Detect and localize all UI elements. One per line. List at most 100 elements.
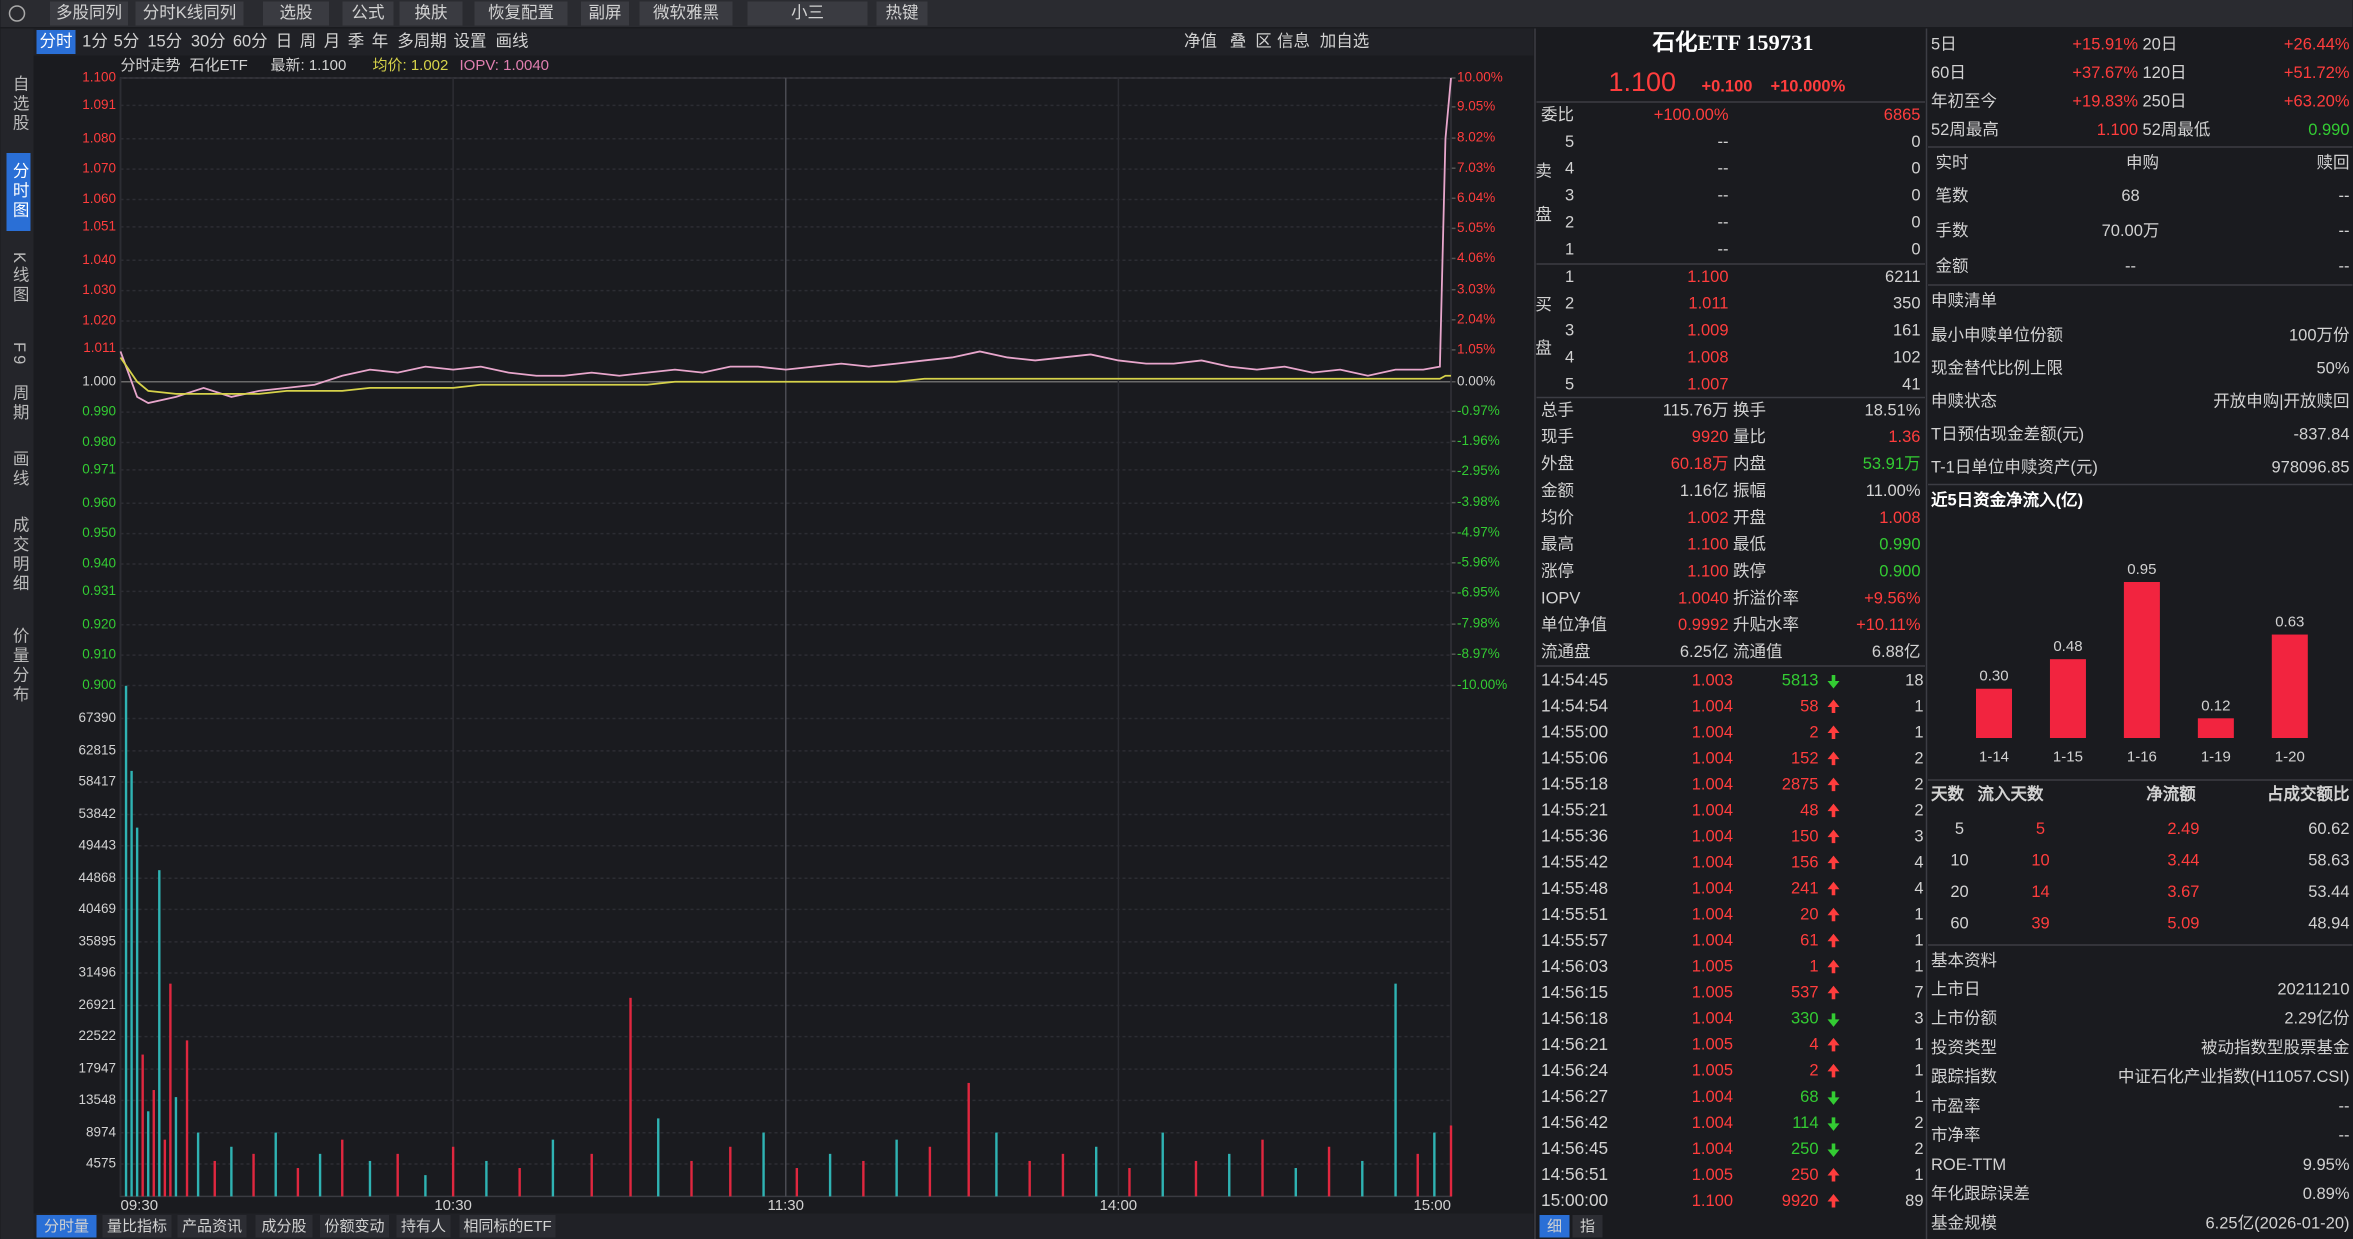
detail-tab[interactable]: 细 [1547,1218,1562,1235]
section-title: 申赎清单 [1931,291,1997,310]
volume-bar [1061,1153,1065,1197]
y-tick-label: 0.980 [82,434,116,449]
side-tab[interactable]: K线图 [10,252,29,305]
toolbar-button[interactable] [135,1,244,26]
toolbar-label[interactable]: 微软雅黑 [653,3,719,22]
toolbar-button[interactable] [399,1,463,26]
period-tab[interactable]: 15分 [147,31,182,50]
toolbar-label[interactable]: 热键 [886,3,919,22]
bottom-tab-bg[interactable] [177,1215,247,1238]
toolbar-label[interactable]: 恢复配置 [488,3,554,22]
toolbar-button[interactable] [342,1,394,26]
bottom-tab-bg[interactable] [36,1215,97,1238]
period-bar-bg [33,28,1534,56]
volume-bar [895,1139,898,1197]
bottom-tab-bg[interactable] [102,1215,172,1238]
return-value: +51.72% [2284,64,2350,82]
level-price: -- [1718,187,1729,205]
detail-tab-bg[interactable] [1572,1215,1603,1238]
chart-tool[interactable]: 区 [1255,32,1272,50]
toolbar-button[interactable] [263,1,329,26]
stat-value: 0.9992 [1678,616,1728,634]
period-tab[interactable]: 60分 [233,31,268,50]
period-tab[interactable]: 1分 [82,31,108,50]
level-price: -- [1718,240,1729,258]
toolbar-button[interactable] [747,1,868,26]
side-tab[interactable]: 成交明细 [10,516,29,594]
period-tab[interactable]: 5分 [114,31,140,50]
toolbar-label[interactable]: 小三 [791,3,824,22]
bottom-tab[interactable]: 成分股 [261,1218,306,1235]
y2-tick-label: 10.00% [1457,70,1503,85]
toolbar-label[interactable]: 公式 [352,3,385,22]
toolbar-button[interactable] [50,1,128,26]
volume-bar [135,827,139,1197]
chart-tool[interactable]: 加自选 [1320,31,1370,50]
bottom-tab-bg[interactable] [396,1215,451,1238]
list-label: 最小申赎单位份额 [1931,325,2064,344]
stat-value: 11.00% [1866,482,1921,500]
column-header: 天数 [1931,783,1965,803]
toolbar-button[interactable] [639,1,733,26]
level-price: 1.100 [1687,268,1728,286]
toolbar-button[interactable] [474,1,568,26]
return-value: +15.91% [2072,35,2138,53]
period-tab[interactable]: 季 [348,31,365,50]
chart-tool[interactable]: 净值 [1184,31,1217,50]
trend-arrow [1827,1037,1840,1052]
side-tab[interactable]: F9 [10,342,28,367]
period-tab[interactable]: 日 [276,32,293,50]
side-tab[interactable]: 价量分布 [10,627,29,705]
side-tab[interactable]: 自选股 [10,75,29,134]
side-tab[interactable]: 周期 [10,384,29,423]
app-icon[interactable] [8,5,26,22]
detail-tab-bg[interactable] [1539,1215,1570,1238]
period-tab[interactable]: 年 [372,31,389,50]
active-side-tab[interactable] [6,153,31,231]
side-tab[interactable]: 画线 [10,450,29,489]
chart-tool[interactable]: 叠 [1230,31,1247,50]
volume-bar [1228,1153,1231,1197]
tick-price: 1.004 [1692,1140,1733,1158]
toolbar-label[interactable]: 换肤 [415,3,449,22]
bottom-tab[interactable]: 产品资讯 [182,1218,242,1235]
bottom-tab-bg[interactable] [255,1215,313,1238]
active-tab[interactable] [36,30,76,54]
period-tab[interactable]: 设置 [454,31,487,50]
toolbar-label[interactable]: 分时K线同列 [143,3,237,22]
period-tab[interactable]: 分时 [40,31,73,50]
chart-tool[interactable]: 信息 [1277,31,1310,50]
subscription-value: 68 [2121,187,2139,205]
bottom-tab[interactable]: 量比指标 [107,1218,167,1235]
tick-volume: 5813 [1782,671,1819,689]
period-tab[interactable]: 周 [300,32,317,50]
bottom-tab[interactable]: 份额变动 [324,1218,384,1235]
toolbar-button[interactable] [581,1,629,26]
bottom-tab[interactable]: 分时量 [44,1218,89,1235]
bottom-tab[interactable]: 相同标的ETF [463,1218,551,1235]
trend-arrow [1827,1063,1840,1078]
period-tab[interactable]: 多周期 [397,31,447,50]
detail-tab[interactable]: 指 [1580,1218,1595,1235]
toolbar-label[interactable]: 多股同列 [56,3,122,22]
level-price: 1.011 [1688,295,1728,313]
period-tab[interactable]: 30分 [191,31,226,50]
side-tab[interactable]: 分时图 [10,162,29,221]
y-tick-label: 17947 [78,1061,116,1076]
basic-value: -- [2339,1097,2350,1115]
tick-price: 1.004 [1692,723,1733,741]
volume-bar [196,1132,200,1197]
tick-time: 14:56:21 [1541,1034,1608,1054]
bottom-tab-bg[interactable] [320,1215,389,1238]
toolbar-button[interactable] [876,1,928,26]
toolbar-label[interactable]: 副屏 [589,3,622,22]
stat-value: +9.56% [1864,589,1921,607]
bottom-tab[interactable]: 持有人 [401,1218,446,1235]
level: 5 [1565,375,1574,393]
period-tab[interactable]: 月 [324,32,341,50]
subscription-label: 笔数 [1936,186,1970,205]
bottom-tab-bg[interactable] [459,1215,556,1238]
flow-cell: 60.62 [2308,820,2349,838]
period-tab[interactable]: 画线 [496,31,529,50]
toolbar-label[interactable]: 选股 [280,3,313,22]
